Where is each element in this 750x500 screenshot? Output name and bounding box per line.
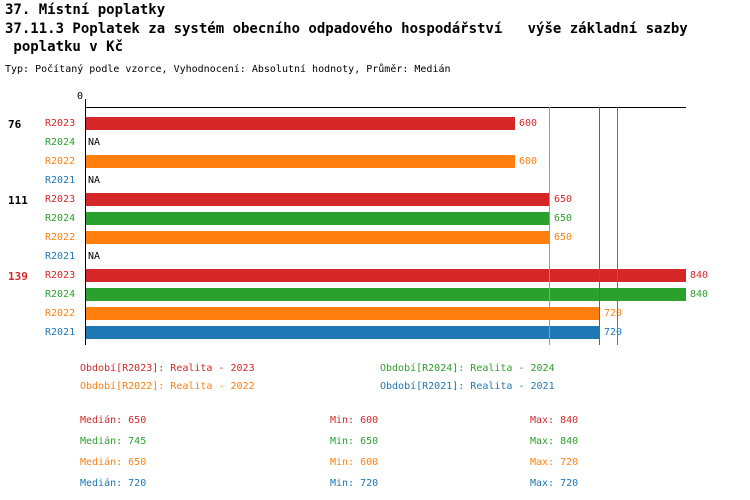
stat-max: Max: 720 bbox=[530, 478, 579, 489]
stat-median: Medián: 650 bbox=[80, 415, 147, 426]
series-row-label: R2022 bbox=[45, 232, 76, 243]
bar-value-label: 840 bbox=[690, 289, 709, 300]
stat-min: Min: 600 bbox=[330, 415, 379, 426]
stat-min: Min: 600 bbox=[330, 457, 379, 468]
chart-title-line1: 37.11.3 Poplatek za systém obecního odpa… bbox=[5, 21, 688, 37]
bar-value-label: 650 bbox=[554, 194, 573, 205]
bar-value-label: 720 bbox=[604, 327, 623, 338]
stat-max: Max: 840 bbox=[530, 436, 579, 447]
legend-item-R2021: Období[R2021]: Realita - 2021 bbox=[380, 381, 555, 392]
group-label: 139 bbox=[8, 270, 28, 283]
bar-value-label: 600 bbox=[519, 118, 538, 129]
median-line bbox=[599, 107, 600, 345]
stat-min: Min: 650 bbox=[330, 436, 379, 447]
bar-value-label: 650 bbox=[554, 213, 573, 224]
series-row-label: R2024 bbox=[45, 137, 76, 148]
stat-max: Max: 720 bbox=[530, 457, 579, 468]
stat-min: Min: 720 bbox=[330, 478, 379, 489]
group-label: 111 bbox=[8, 194, 28, 207]
bar bbox=[86, 307, 600, 320]
series-row-label: R2022 bbox=[45, 308, 76, 319]
x-axis-zero-label: 0 bbox=[76, 91, 83, 102]
series-row-label: R2024 bbox=[45, 213, 76, 224]
median-line bbox=[549, 107, 550, 345]
series-row-label: R2021 bbox=[45, 327, 76, 338]
page-title: 37. Místní poplatky bbox=[5, 2, 166, 18]
bar-value-label: 600 bbox=[519, 156, 538, 167]
legend-item-R2022: Období[R2022]: Realita - 2022 bbox=[80, 381, 255, 392]
bar-value-label: 840 bbox=[690, 270, 709, 281]
bar bbox=[86, 269, 686, 282]
y-axis-line bbox=[85, 99, 86, 345]
bar-value-label: 650 bbox=[554, 232, 573, 243]
legend-item-R2024: Období[R2024]: Realita - 2024 bbox=[380, 363, 555, 374]
stat-median: Medián: 650 bbox=[80, 457, 147, 468]
chart-title-line2: poplatku v Kč bbox=[5, 39, 124, 55]
na-label: NA bbox=[88, 251, 101, 262]
series-row-label: R2022 bbox=[45, 156, 76, 167]
bar bbox=[86, 193, 550, 206]
stat-median: Medián: 720 bbox=[80, 478, 147, 489]
series-row-label: R2023 bbox=[45, 270, 76, 281]
bar-value-label: 720 bbox=[604, 308, 623, 319]
bar bbox=[86, 117, 515, 130]
bar bbox=[86, 288, 686, 301]
x-axis-line bbox=[85, 107, 686, 108]
series-row-label: R2024 bbox=[45, 289, 76, 300]
bar bbox=[86, 231, 550, 244]
chart-subtitle: Typ: Počítaný podle vzorce, Vyhodnocení:… bbox=[5, 64, 451, 75]
stats-table: Medián: 650 Min: 600 Max: 840 Medián: 745 Mi… bbox=[0, 415, 750, 500]
series-row-label: R2021 bbox=[45, 251, 76, 262]
series-row-label: R2021 bbox=[45, 175, 76, 186]
series-row-label: R2023 bbox=[45, 194, 76, 205]
plot-area: 0 76 R2023 600 R2024 NA R2022 600 R2021 NA 111 R202… bbox=[0, 90, 750, 355]
legend: Období[R2023]: Realita - 2023 Období[R202… bbox=[0, 363, 750, 403]
bar bbox=[86, 212, 550, 225]
series-row-label: R2023 bbox=[45, 118, 76, 129]
na-label: NA bbox=[88, 137, 101, 148]
bar bbox=[86, 155, 515, 168]
stat-max: Max: 840 bbox=[530, 415, 579, 426]
na-label: NA bbox=[88, 175, 101, 186]
bar bbox=[86, 326, 600, 339]
legend-item-R2023: Období[R2023]: Realita - 2023 bbox=[80, 363, 255, 374]
stat-median: Medián: 745 bbox=[80, 436, 147, 447]
group-label: 76 bbox=[8, 118, 22, 131]
median-line bbox=[617, 107, 618, 345]
